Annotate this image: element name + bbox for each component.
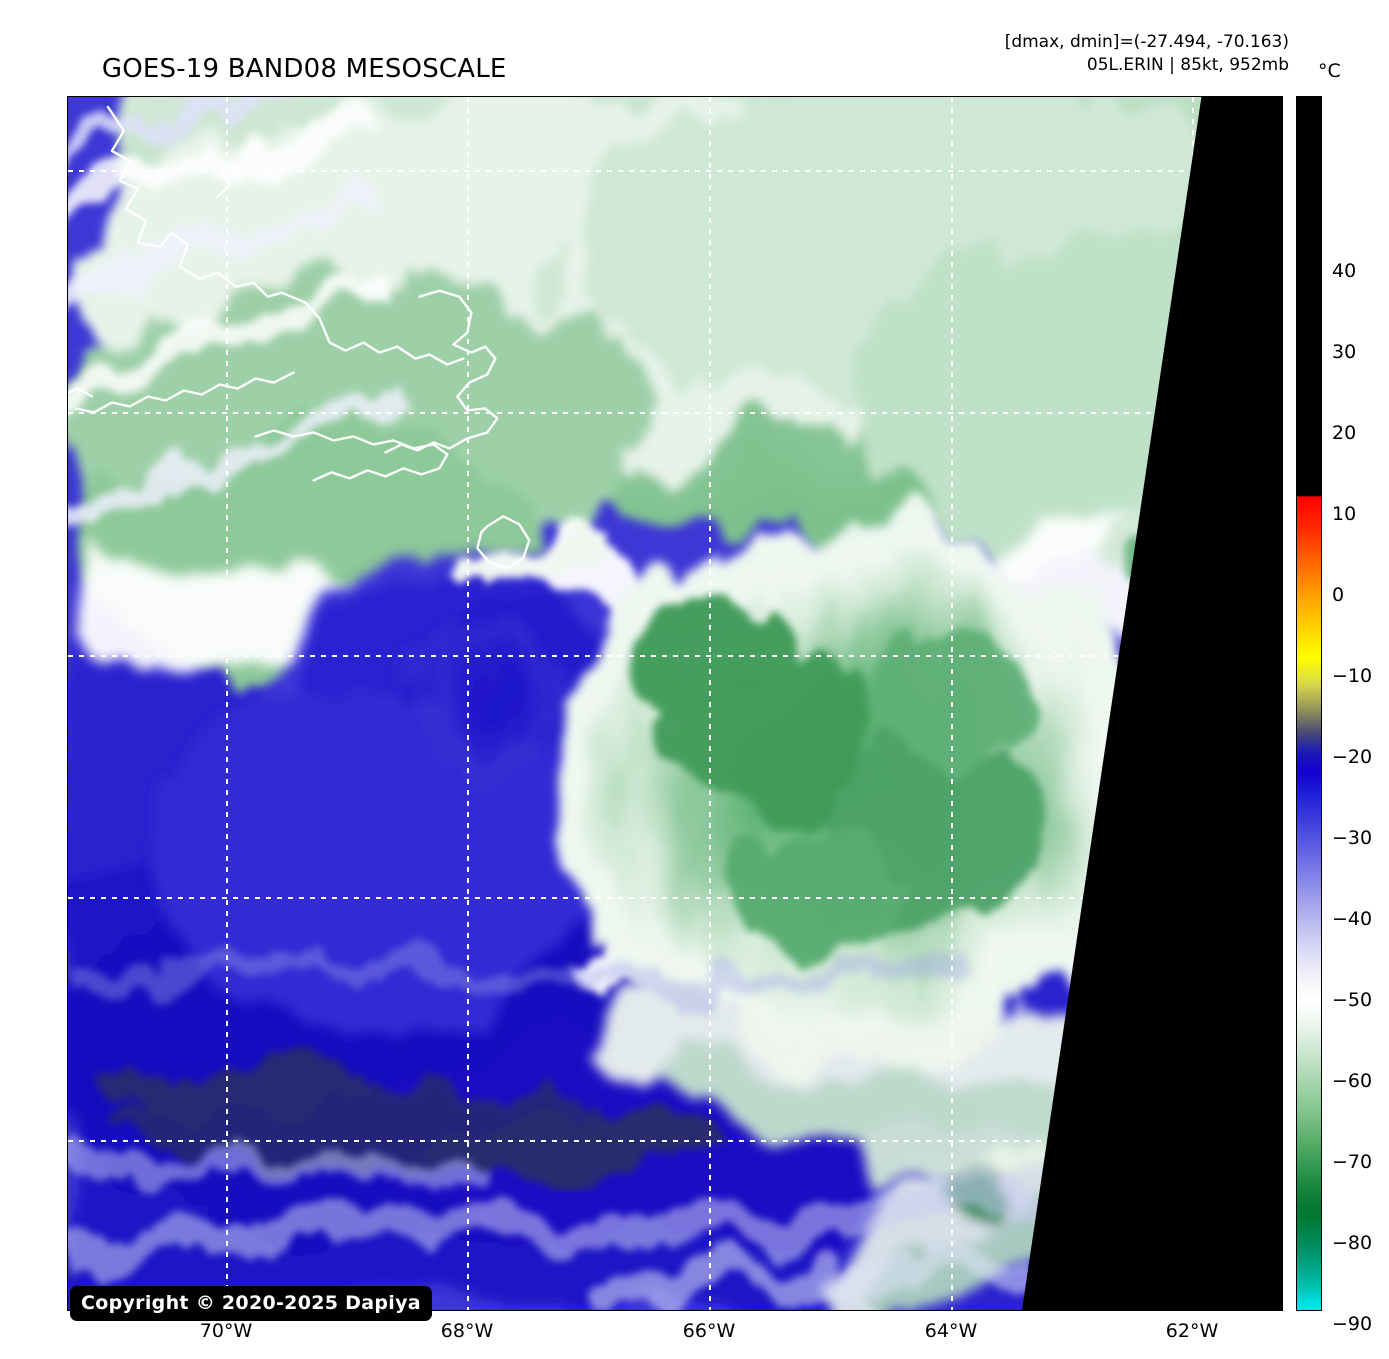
gridline-lon-70w — [226, 97, 228, 1310]
xtick-68w: 68°W — [440, 1320, 494, 1342]
gridline-lon-64w — [951, 97, 953, 1310]
product-title: GOES-19 BAND08 MESOSCALE — [101, 54, 507, 84]
map-plot-area[interactable] — [67, 96, 1283, 1311]
cbtick-40: 40 — [1332, 260, 1357, 282]
xtick-70w: 70°W — [199, 1320, 253, 1342]
xtick-64w: 64°W — [924, 1320, 978, 1342]
no-data-swath-top — [1274, 97, 1282, 427]
cbtick-m30: −30 — [1332, 827, 1373, 849]
colorbar-units-label: °C — [1318, 60, 1341, 82]
colorbar[interactable]: 40 30 20 10 0 −10 −20 −30 −40 −50 −60 −7… — [1296, 96, 1372, 1335]
header-annotations: [dmax, dmin]=(-27.494, -70.163) 05L.ERIN… — [1005, 31, 1289, 77]
gridline-lat-40n — [68, 412, 1282, 414]
gridline-lat-38n — [68, 655, 1282, 657]
copyright-watermark: Copyright © 2020-2025 Dapiya — [70, 1286, 432, 1321]
cbtick-m90: −90 — [1332, 1313, 1373, 1335]
cbtick-m70: −70 — [1332, 1151, 1373, 1173]
cbtick-m60: −60 — [1332, 1070, 1373, 1092]
cbtick-m10: −10 — [1332, 665, 1373, 687]
dminmax-label: [dmax, dmin]=(-27.494, -70.163) — [1004, 32, 1289, 52]
xtick-66w: 66°W — [682, 1320, 736, 1342]
cbtick-20: 20 — [1332, 422, 1357, 444]
cbtick-m20: −20 — [1332, 746, 1373, 768]
cbtick-30: 30 — [1332, 341, 1357, 363]
gridline-lat-42n — [68, 170, 1282, 172]
cbtick-m40: −40 — [1332, 908, 1373, 930]
cbtick-m80: −80 — [1332, 1232, 1373, 1254]
cbtick-10: 10 — [1332, 503, 1357, 525]
xtick-62w: 62°W — [1165, 1320, 1219, 1342]
gridline-lon-66w — [709, 97, 711, 1310]
cbtick-0: 0 — [1332, 584, 1345, 606]
gridline-lon-68w — [467, 97, 469, 1310]
storm-info-label: 05L.ERIN | 85kt, 952mb — [1086, 55, 1289, 75]
colorbar-gradient — [1296, 96, 1322, 1311]
cbtick-m50: −50 — [1332, 989, 1373, 1011]
